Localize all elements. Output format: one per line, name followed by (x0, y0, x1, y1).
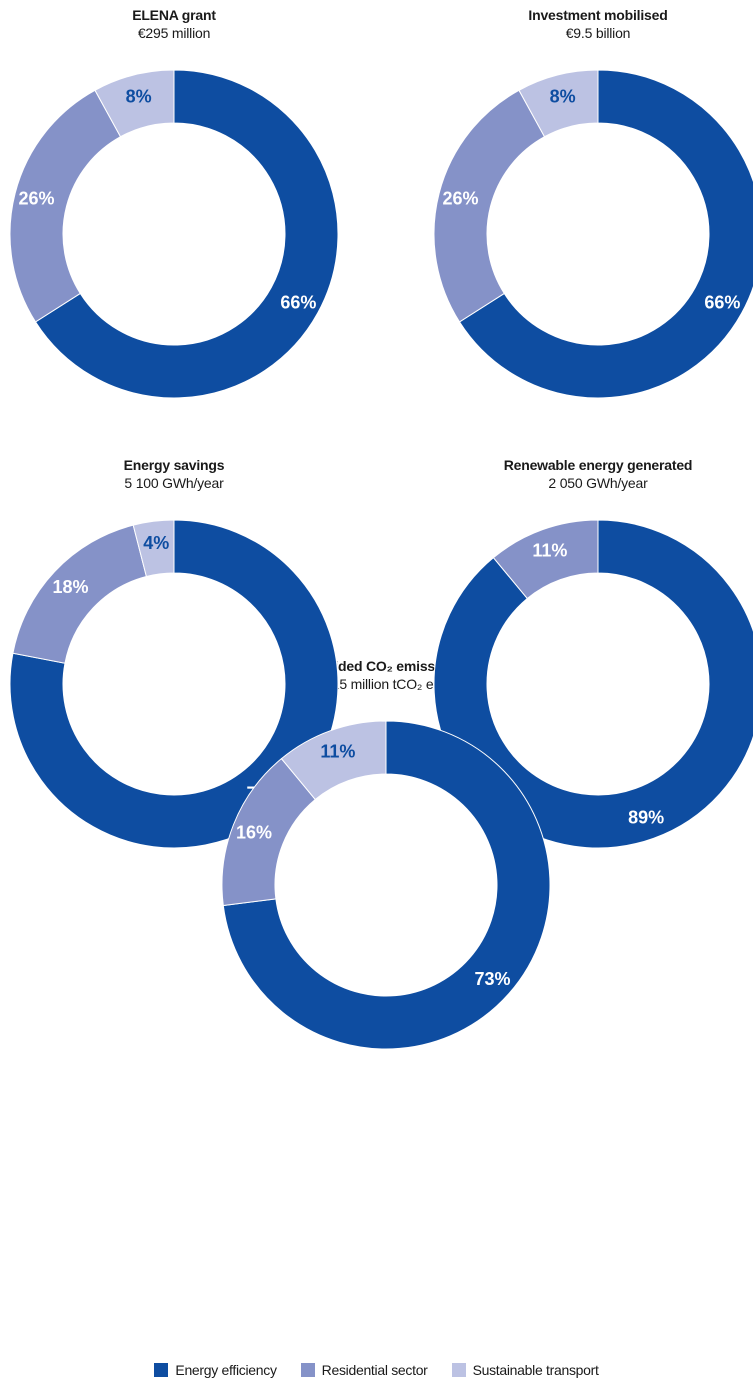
donut-segment-residential-sector (492, 519, 599, 600)
legend-swatch-sustainable-transport (451, 1363, 466, 1377)
data-label-energy-efficiency: 73% (475, 969, 511, 989)
donut-chart-elena-grant: 66% 26% 8% (9, 69, 339, 399)
data-label-sustainable-transport: 4% (143, 533, 169, 553)
donut-chart-avoided-co2: 73% 16% 11% (221, 720, 551, 1050)
legend-swatch-energy-efficiency (154, 1363, 169, 1377)
chart-title: Energy savings (123, 457, 225, 473)
chart-panel-avoided-co2: Avoided CO₂ emissions 2.15 million tCO₂ … (236, 657, 536, 693)
donut-chart-energy-savings: 78%18%4% (9, 519, 339, 849)
chart-title: ELENA grant (132, 7, 216, 23)
chart-panel-investment-mobilised: Investment mobilised €9.5 billion (448, 6, 748, 42)
donut-segment-residential-sector (9, 89, 122, 323)
legend-item-sustainable-transport: Sustainable transport (451, 1362, 599, 1378)
chart-panel-energy-savings: Energy savings 5 100 GWh/year (24, 456, 324, 492)
legend-label: Residential sector (321, 1362, 428, 1378)
chart-subtitle: 2 050 GWh/year (548, 475, 648, 491)
donut-segment-energy-efficiency (34, 69, 339, 399)
data-label-energy-efficiency: 89% (628, 808, 664, 828)
data-label-residential-sector: 18% (52, 577, 88, 597)
data-label-residential-sector: 11% (532, 540, 567, 560)
chart-title: Avoided CO₂ emissions (309, 658, 463, 674)
donut-segment-sustainable-transport (280, 720, 387, 801)
data-label-energy-efficiency: 66% (704, 292, 740, 312)
donut-segment-residential-sector (433, 89, 546, 323)
donut-segment-sustainable-transport (132, 519, 175, 578)
legend-item-energy-efficiency: Energy efficiency (154, 1362, 277, 1378)
data-label-residential-sector: 26% (442, 189, 478, 209)
donut-chart-renewable-energy: 89% 11% (433, 519, 753, 849)
donut-segment-energy-efficiency (433, 519, 753, 849)
legend-item-residential-sector: Residential sector (300, 1362, 428, 1378)
data-label-sustainable-transport: 8% (550, 86, 576, 106)
donut-chart-investment-mobilised: 66% 26% 8% (433, 69, 753, 399)
legend-label: Sustainable transport (472, 1362, 599, 1378)
chart-subtitle: €295 million (137, 25, 211, 41)
donut-segment-energy-efficiency (222, 720, 551, 1050)
chart-legend: Energy efficiency Residential sector Sus… (0, 1362, 753, 1378)
donut-segment-energy-efficiency (9, 519, 339, 849)
chart-subtitle: 5 100 GWh/year (124, 475, 224, 491)
chart-panel-renewable-energy: Renewable energy generated 2 050 GWh/yea… (448, 456, 748, 492)
chart-title: Renewable energy generated (503, 457, 693, 473)
chart-title: Investment mobilised (528, 7, 668, 23)
data-label-energy-efficiency: 66% (280, 292, 316, 312)
data-label-residential-sector: 16% (236, 823, 272, 843)
data-label-sustainable-transport: 11% (320, 741, 355, 761)
donut-segment-sustainable-transport (94, 69, 175, 138)
chart-subtitle: 2.15 million tCO₂ eq/y (320, 676, 452, 692)
donut-segment-energy-efficiency (458, 69, 753, 399)
legend-swatch-residential-sector (300, 1363, 315, 1377)
chart-subtitle: €9.5 billion (565, 25, 631, 41)
donut-segment-sustainable-transport (518, 69, 599, 138)
chart-panel-elena-grant: ELENA grant €295 million (24, 6, 324, 42)
legend-label: Energy efficiency (175, 1362, 277, 1378)
data-label-residential-sector: 26% (18, 189, 54, 209)
data-label-sustainable-transport: 8% (126, 86, 152, 106)
